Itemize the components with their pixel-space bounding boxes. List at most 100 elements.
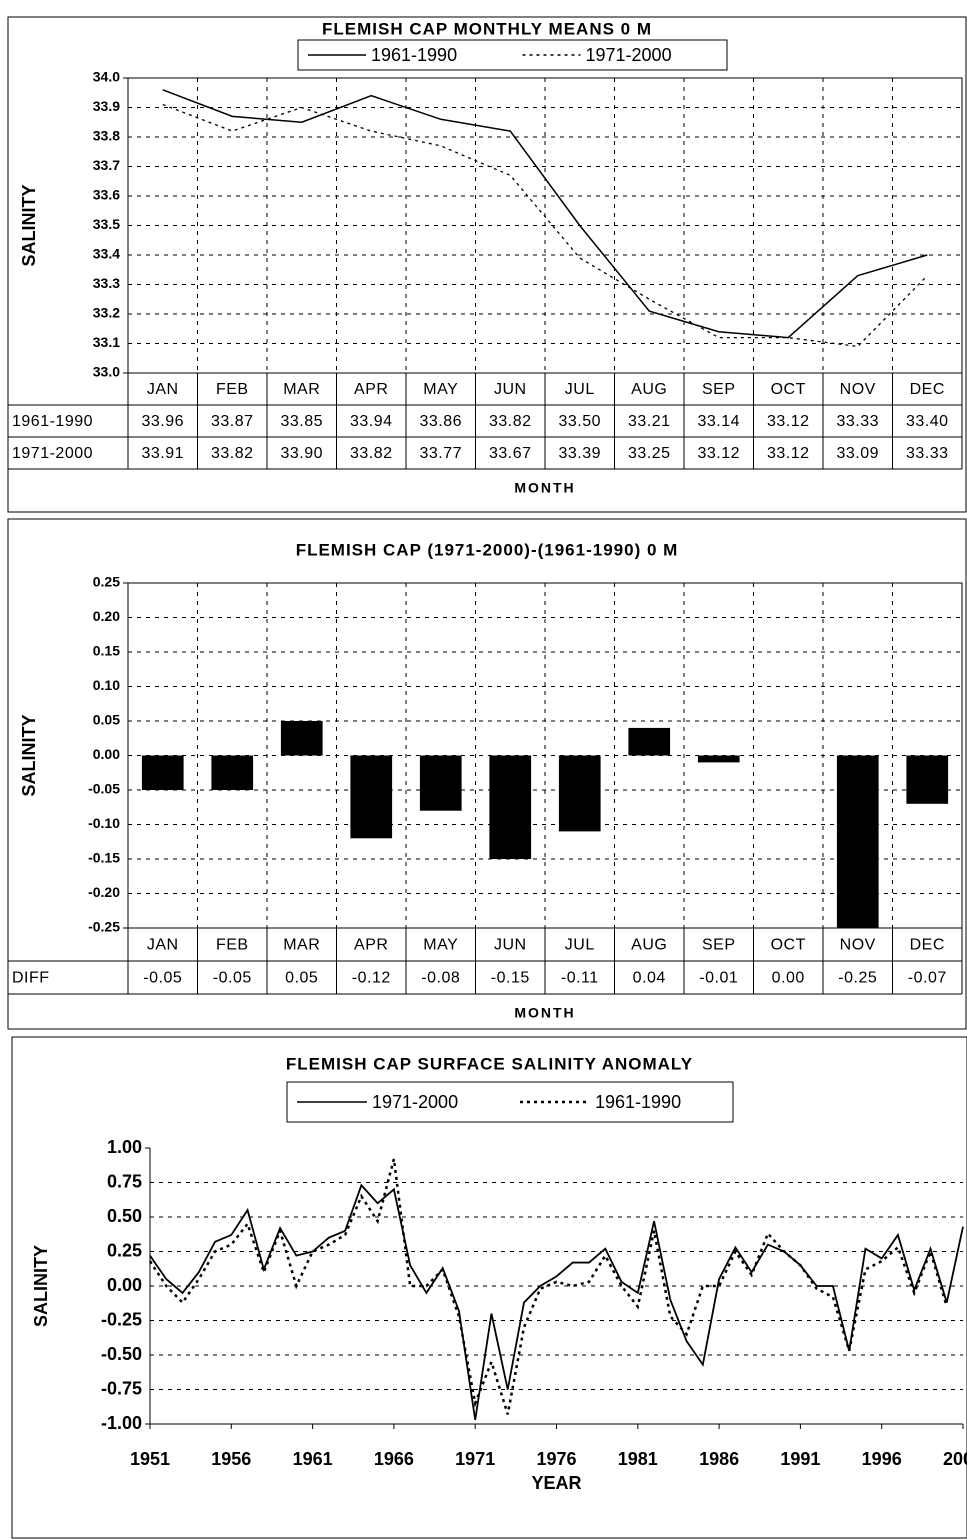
y-tick-label: 33.8: [93, 128, 120, 144]
table-cell: 0.04: [633, 970, 666, 987]
x-tick-label: 1976: [536, 1449, 576, 1469]
table-cell: 33.12: [767, 445, 810, 462]
y-tick-label: 33.0: [93, 364, 120, 380]
x-tick-label: NOV: [840, 937, 876, 954]
y-tick-label: -1.00: [101, 1413, 142, 1433]
table-row-label: 1971-2000: [12, 445, 93, 462]
x-tick-label: JAN: [147, 381, 179, 398]
x-tick-label: JUL: [565, 937, 595, 954]
x-tick-label: AUG: [631, 381, 667, 398]
table-cell: 33.33: [906, 445, 949, 462]
bar: [697, 755, 740, 763]
y-tick-label: -0.20: [88, 884, 120, 900]
x-axis-label: MONTH: [514, 1005, 575, 1021]
y-axis-label: SALINITY: [19, 714, 39, 796]
x-tick-label: FEB: [216, 937, 249, 954]
table-cell: 33.21: [628, 413, 671, 430]
line-series: [148, 1158, 948, 1415]
table-cell: 33.85: [280, 413, 323, 430]
x-tick-label: JAN: [147, 937, 179, 954]
x-tick-label: SEP: [702, 381, 736, 398]
y-tick-label: 0.20: [93, 608, 120, 624]
y-tick-label: -0.10: [88, 815, 120, 831]
x-tick-label: 1961: [293, 1449, 333, 1469]
table-cell: -0.05: [213, 970, 252, 987]
panel-border: [7, 518, 967, 1030]
x-tick-label: JUN: [494, 937, 527, 954]
x-tick-label: FEB: [216, 381, 249, 398]
y-tick-label: -0.25: [101, 1309, 142, 1329]
table-cell: 33.14: [697, 413, 740, 430]
table-cell: 33.33: [836, 413, 879, 430]
x-tick-label: JUN: [494, 381, 527, 398]
x-tick-label: 1971: [455, 1449, 495, 1469]
table-cell: -0.12: [352, 970, 391, 987]
bar: [836, 755, 879, 928]
table-cell: 0.05: [285, 970, 318, 987]
table-row-label: 1961-1990: [12, 413, 93, 430]
y-tick-label: 0.05: [93, 712, 120, 728]
panel-border: [11, 1036, 967, 1539]
x-tick-label: SEP: [702, 937, 736, 954]
table-cell: 33.82: [489, 413, 532, 430]
y-tick-label: 33.7: [93, 157, 120, 173]
y-tick-label: -0.50: [101, 1344, 142, 1364]
x-tick-label: 1996: [862, 1449, 902, 1469]
table-cell: -0.07: [908, 970, 947, 987]
x-tick-label: OCT: [771, 937, 806, 954]
legend-label: 1961-1990: [595, 1092, 681, 1112]
table-cell: 33.25: [628, 445, 671, 462]
x-tick-label: MAR: [283, 381, 320, 398]
y-tick-label: -0.15: [88, 850, 120, 866]
bar: [350, 755, 393, 839]
chart-title: FLEMISH CAP MONTHLY MEANS 0 M: [322, 19, 652, 38]
y-tick-label: 33.6: [93, 187, 120, 203]
x-tick-label: APR: [354, 381, 388, 398]
y-tick-label: 0.25: [93, 574, 120, 590]
panel-border: [7, 16, 967, 513]
y-tick-label: 34.0: [93, 69, 120, 85]
x-tick-label: 1981: [618, 1449, 658, 1469]
x-tick-label: MAY: [423, 381, 458, 398]
x-tick-label: OCT: [771, 381, 806, 398]
y-tick-label: -0.75: [101, 1378, 142, 1398]
y-tick-label: 33.4: [93, 246, 120, 262]
table-cell: -0.01: [699, 970, 738, 987]
x-axis-label: MONTH: [514, 480, 575, 496]
legend-label: 1961-1990: [371, 45, 457, 65]
table-cell: -0.11: [561, 970, 599, 987]
x-tick-label: 1991: [780, 1449, 820, 1469]
table-cell: 33.67: [489, 445, 532, 462]
table-cell: 0.00: [772, 970, 805, 987]
chart-title: FLEMISH CAP SURFACE SALINITY ANOMALY: [286, 1054, 693, 1073]
table-cell: 33.12: [697, 445, 740, 462]
y-axis-label: SALINITY: [19, 184, 39, 266]
bar: [280, 721, 323, 756]
table-cell: 33.82: [211, 445, 254, 462]
table-cell: 33.12: [767, 413, 810, 430]
x-tick-label: JUL: [565, 381, 595, 398]
line-series: [162, 103, 928, 348]
x-tick-label: MAY: [423, 937, 458, 954]
bar: [419, 755, 462, 811]
y-tick-label: 0.75: [107, 1171, 142, 1191]
y-tick-label: 0.00: [93, 746, 120, 762]
x-tick-label: 1986: [699, 1449, 739, 1469]
y-tick-label: 33.2: [93, 305, 120, 321]
x-tick-label: 1966: [374, 1449, 414, 1469]
bar: [906, 755, 949, 804]
table-cell: 33.90: [280, 445, 323, 462]
y-tick-label: 0.25: [107, 1240, 142, 1260]
x-tick-label: APR: [354, 937, 388, 954]
x-tick-label: 2001: [943, 1449, 967, 1469]
bar: [628, 727, 671, 756]
table-cell: -0.15: [491, 970, 530, 987]
y-tick-label: 1.00: [107, 1137, 142, 1157]
table-cell: 33.39: [558, 445, 601, 462]
y-tick-label: -0.25: [88, 919, 120, 935]
legend-label: 1971-2000: [372, 1092, 458, 1112]
table-cell: -0.25: [838, 970, 877, 987]
y-tick-label: 0.50: [107, 1206, 142, 1226]
x-axis-label: YEAR: [531, 1473, 581, 1493]
line-series: [162, 89, 928, 339]
